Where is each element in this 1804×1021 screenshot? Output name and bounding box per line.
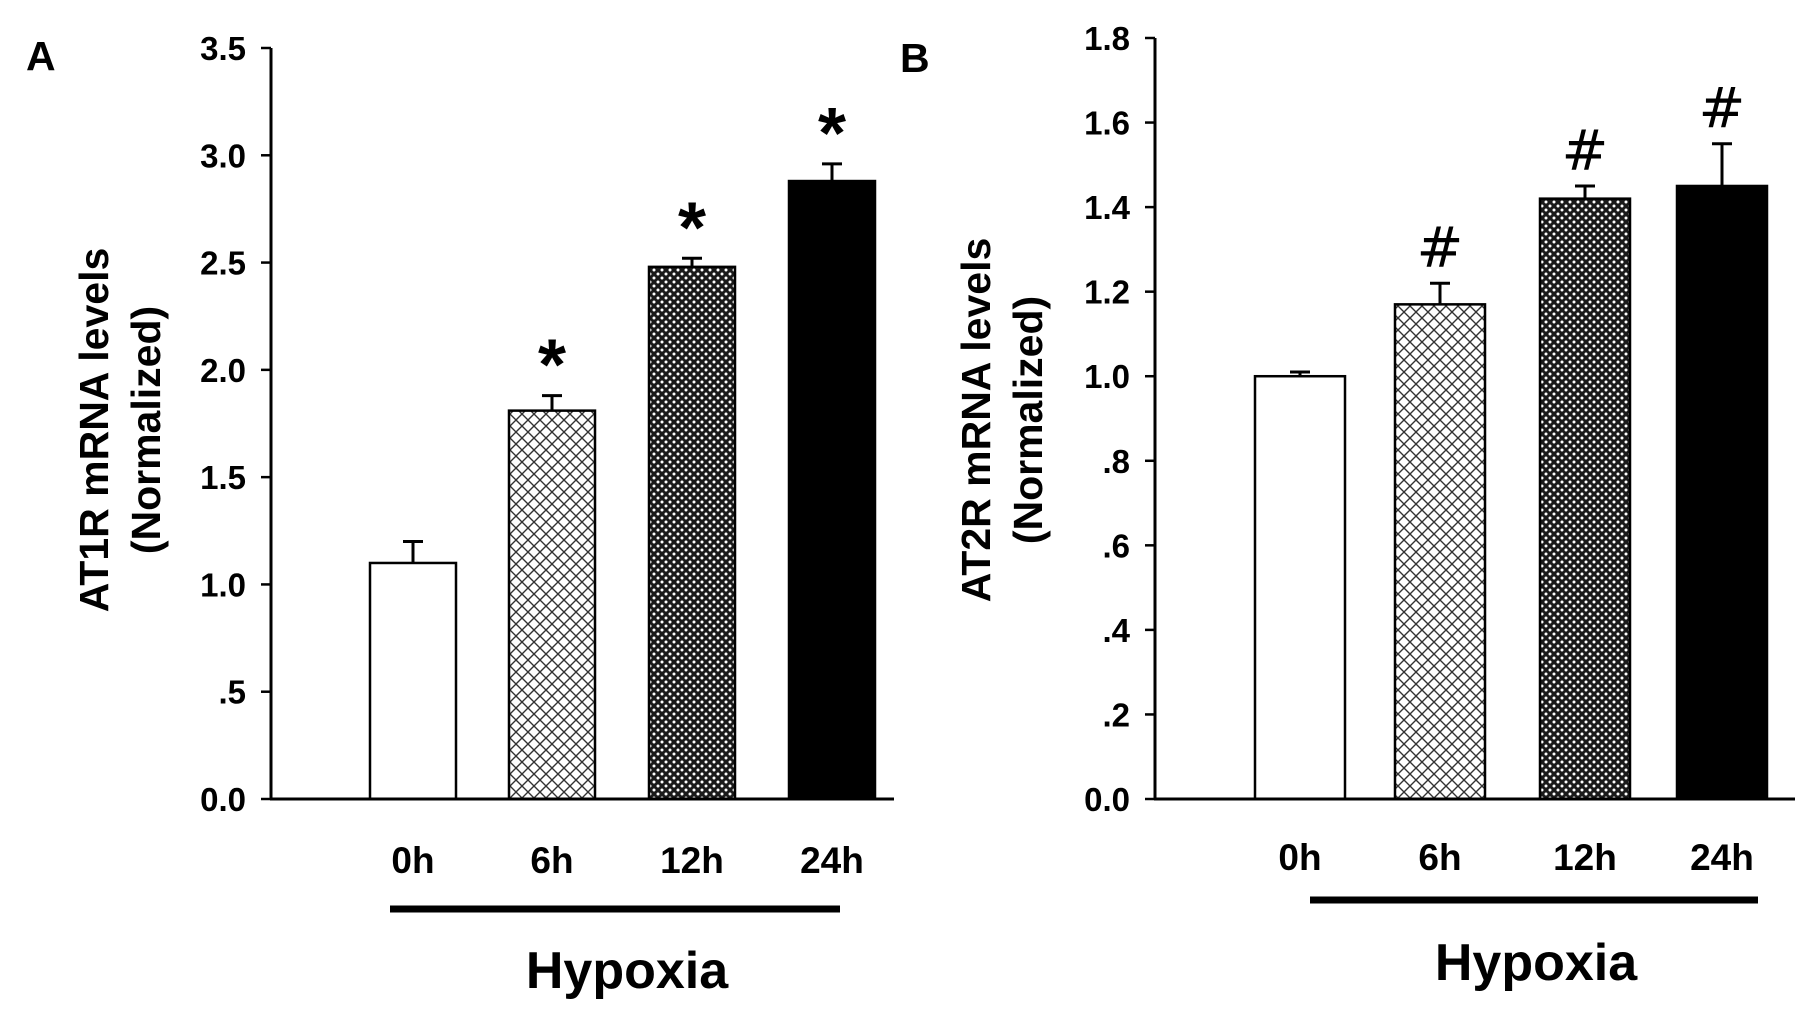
panel-a-bar-0h bbox=[368, 561, 458, 801]
panel-b-category-label: 24h bbox=[1690, 837, 1754, 878]
panel-a-category-label: 24h bbox=[800, 840, 864, 881]
panel-b-y-tick-label: 1.4 bbox=[1084, 189, 1131, 226]
panel-b-axes bbox=[1153, 38, 1795, 801]
panel-b-ylabel: AT2R mRNA levels (Normalized) bbox=[953, 238, 1051, 603]
panel-b-category-label: 6h bbox=[1418, 837, 1461, 878]
panel-b-y-tick-label: 0.0 bbox=[1084, 781, 1130, 818]
panel-a-ylabel: AT1R mRNA levels (Normalized) bbox=[71, 248, 169, 613]
panel-a-y-tick-label: 0.0 bbox=[200, 781, 246, 818]
panel-b-significance-mark: # bbox=[1417, 216, 1464, 281]
panel-a-significance-mark: * bbox=[818, 94, 846, 174]
panel-a-letter: A bbox=[26, 33, 56, 79]
panel-a-y-tick-label: 2.5 bbox=[200, 245, 246, 282]
panel-a-y-tick-label: 3.5 bbox=[200, 30, 246, 67]
panel-b-bar-12h bbox=[1538, 197, 1632, 801]
panel-b-significance-mark: # bbox=[1699, 77, 1746, 142]
panel-b-category-label: 0h bbox=[1278, 837, 1321, 878]
panel-b-y-tick-label: .2 bbox=[1102, 696, 1130, 733]
panel-b-ylabel-line2: (Normalized) bbox=[1005, 296, 1051, 544]
panel-b-y-tick-label: 1.2 bbox=[1084, 274, 1130, 311]
panel-a-y-tick-label: 1.0 bbox=[200, 566, 246, 603]
panel-b-y-ticks: 0.0 .2 .4 .6 .8 1.0 1.2 1.4 1.6 1.8 bbox=[1084, 20, 1155, 818]
panel-a-y-ticks: 0.0 .5 1.0 1.5 2.0 2.5 3.0 3.5 bbox=[200, 30, 271, 818]
panel-a-category-label: 0h bbox=[391, 840, 434, 881]
panel-b-bar-6h bbox=[1393, 303, 1487, 801]
panel-b-y-tick-label: 1.6 bbox=[1084, 105, 1130, 142]
panel-b-y-tick-label: 1.8 bbox=[1084, 20, 1130, 57]
panel-a-axes bbox=[269, 48, 894, 801]
panel-b-bar-24h bbox=[1675, 184, 1769, 801]
panel-a-y-tick-label: .5 bbox=[218, 674, 246, 711]
panel-a-ylabel-line2: (Normalized) bbox=[123, 306, 169, 554]
panel-a-group-label: Hypoxia bbox=[526, 942, 729, 1000]
panel-a-significance-mark: * bbox=[678, 188, 706, 268]
panel-a-ylabel-line1: AT1R mRNA levels bbox=[71, 248, 117, 613]
panel-b-bar-0h bbox=[1253, 374, 1347, 801]
panel-b-significance-mark: # bbox=[1562, 119, 1609, 184]
panel-b-y-tick-label: .8 bbox=[1102, 443, 1130, 480]
panel-b-y-tick-label: 1.0 bbox=[1084, 358, 1130, 395]
panel-b-category-label: 12h bbox=[1553, 837, 1617, 878]
panel-b-y-tick-label: .4 bbox=[1102, 612, 1130, 649]
panel-b-bars: 0h #6h #12h #24h bbox=[1253, 77, 1769, 878]
panel-a-y-tick-label: 2.0 bbox=[200, 352, 246, 389]
panel-b-ylabel-line1: AT2R mRNA levels bbox=[953, 238, 999, 603]
panel-b-group-label: Hypoxia bbox=[1435, 934, 1638, 992]
panel-a-significance-mark: * bbox=[538, 326, 566, 406]
panel-a-bar-6h bbox=[507, 409, 597, 801]
panel-a-y-tick-label: 1.5 bbox=[200, 459, 246, 496]
panel-a-bars: 0h * 6h * 12h * 24h bbox=[368, 94, 877, 881]
panel-a-category-label: 12h bbox=[660, 840, 724, 881]
panel-a-bar-12h bbox=[647, 265, 737, 801]
panel-b: B AT2R mRNA levels (Normalized) 0.0 .2 .4.… bbox=[900, 20, 1795, 992]
panel-a: A AT1R mRNA levels (Normalized) 0.0 .5 1.0… bbox=[26, 30, 894, 1000]
panel-a-bar-24h bbox=[787, 179, 877, 801]
panel-b-letter: B bbox=[900, 35, 930, 81]
panel-a-y-tick-label: 3.0 bbox=[200, 137, 246, 174]
panel-a-category-label: 6h bbox=[530, 840, 573, 881]
panel-b-y-tick-label: .6 bbox=[1102, 527, 1130, 564]
